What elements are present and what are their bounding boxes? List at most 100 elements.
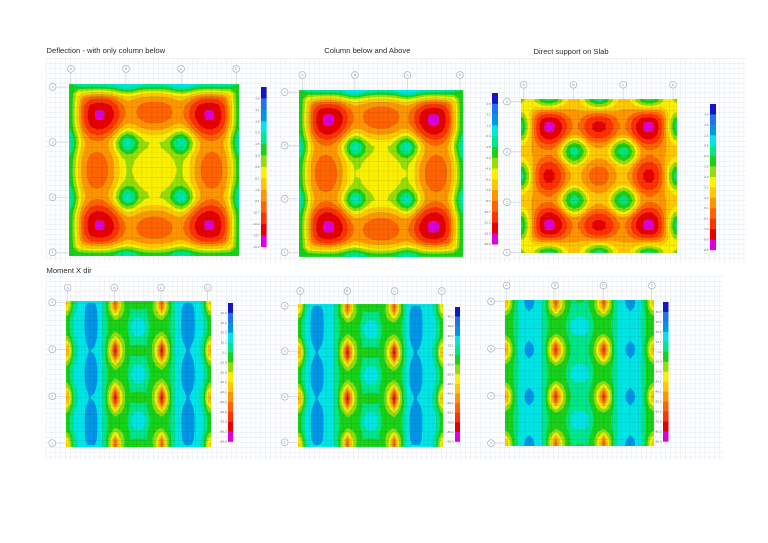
svg-text:1: 1: [51, 441, 53, 445]
svg-text:-10.7: -10.7: [483, 209, 490, 213]
svg-text:4: 4: [52, 85, 54, 89]
svg-text:-4.6: -4.6: [485, 166, 491, 170]
svg-text:-30.1: -30.1: [447, 382, 454, 386]
svg-text:D: D: [440, 289, 443, 293]
svg-text:3: 3: [284, 144, 286, 148]
svg-text:4: 4: [506, 100, 508, 104]
svg-text:2: 2: [284, 395, 286, 399]
svg-text:4.6: 4.6: [256, 97, 261, 101]
svg-text:B: B: [554, 284, 557, 288]
svg-text:-40.1: -40.1: [655, 390, 662, 394]
svg-text:-13.7: -13.7: [483, 231, 490, 235]
svg-text:-80.3: -80.3: [220, 430, 227, 434]
svg-text:0.1: 0.1: [222, 351, 227, 355]
svg-text:4: 4: [284, 90, 286, 94]
svg-text:B: B: [354, 73, 357, 77]
svg-text:2: 2: [284, 197, 286, 201]
svg-text:4.6: 4.6: [486, 101, 491, 105]
svg-text:-90.4: -90.4: [220, 440, 227, 444]
svg-text:10.1: 10.1: [656, 340, 662, 344]
svg-text:30.2: 30.2: [656, 320, 662, 324]
svg-text:-4.6: -4.6: [255, 165, 261, 169]
svg-text:D: D: [650, 284, 653, 288]
svg-text:-0.4: -0.4: [703, 154, 709, 158]
svg-text:-6.1: -6.1: [485, 177, 491, 181]
svg-text:3: 3: [506, 150, 508, 154]
svg-text:A: A: [70, 67, 73, 71]
svg-text:-7.6: -7.6: [255, 188, 261, 192]
svg-text:-12.2: -12.2: [483, 220, 490, 224]
svg-text:-8.0: -8.0: [703, 237, 709, 241]
svg-text:-1.5: -1.5: [485, 145, 491, 149]
svg-text:D: D: [206, 286, 209, 290]
svg-text:1: 1: [284, 251, 286, 255]
svg-text:-2.3: -2.3: [703, 175, 709, 179]
svg-text:-40.1: -40.1: [447, 391, 454, 395]
svg-text:40.3: 40.3: [656, 310, 662, 314]
svg-text:-10.7: -10.7: [253, 211, 260, 215]
svg-text:10.1: 10.1: [221, 341, 227, 345]
svg-text:B: B: [125, 67, 128, 71]
svg-text:2: 2: [51, 394, 53, 398]
svg-text:4: 4: [490, 300, 492, 304]
svg-text:2: 2: [52, 195, 54, 199]
svg-text:3.1: 3.1: [486, 112, 491, 116]
svg-text:-13.7: -13.7: [253, 234, 260, 238]
svg-text:C: C: [406, 73, 409, 77]
svg-text:-10.0: -10.0: [447, 362, 454, 366]
svg-text:-50.2: -50.2: [655, 400, 662, 404]
svg-text:20.2: 20.2: [221, 331, 227, 335]
svg-text:-80.3: -80.3: [447, 430, 454, 434]
svg-text:2: 2: [490, 394, 492, 398]
svg-text:40.3: 40.3: [221, 311, 227, 315]
svg-text:0.6: 0.6: [704, 143, 709, 147]
svg-text:B: B: [113, 286, 116, 290]
svg-text:-50.2: -50.2: [220, 400, 227, 404]
svg-text:-20.0: -20.0: [220, 371, 227, 375]
svg-text:-1.5: -1.5: [255, 143, 261, 147]
svg-text:D: D: [235, 67, 238, 71]
svg-text:C: C: [160, 286, 163, 290]
svg-text:-70.3: -70.3: [655, 419, 662, 423]
svg-text:C: C: [180, 67, 183, 71]
svg-text:1: 1: [52, 251, 54, 255]
svg-text:2.5: 2.5: [704, 123, 709, 127]
svg-text:1: 1: [490, 441, 492, 445]
svg-text:0.0: 0.0: [256, 131, 261, 135]
svg-text:-30.1: -30.1: [220, 381, 227, 385]
svg-text:-12.2: -12.2: [253, 222, 260, 226]
svg-text:40.3: 40.3: [448, 314, 454, 318]
svg-text:A: A: [299, 289, 302, 293]
svg-text:3: 3: [51, 348, 53, 352]
svg-text:4: 4: [284, 304, 286, 308]
svg-text:3: 3: [490, 347, 492, 351]
svg-text:-80.3: -80.3: [655, 429, 662, 433]
svg-text:3.1: 3.1: [256, 108, 261, 112]
svg-text:B: B: [572, 83, 575, 87]
svg-text:-20.0: -20.0: [655, 370, 662, 374]
svg-text:-60.2: -60.2: [655, 410, 662, 414]
svg-text:1: 1: [284, 440, 286, 444]
svg-text:3: 3: [52, 140, 54, 144]
svg-text:A: A: [66, 286, 69, 290]
svg-text:-90.4: -90.4: [447, 439, 454, 443]
svg-text:-10.0: -10.0: [655, 360, 662, 364]
svg-text:-3.0: -3.0: [255, 154, 261, 158]
svg-text:10.1: 10.1: [448, 343, 454, 347]
svg-text:-70.3: -70.3: [220, 420, 227, 424]
svg-text:1: 1: [506, 251, 508, 255]
svg-text:D: D: [459, 73, 462, 77]
svg-text:-7.6: -7.6: [485, 188, 491, 192]
svg-text:-60.2: -60.2: [447, 410, 454, 414]
svg-text:0.1: 0.1: [658, 350, 663, 354]
svg-text:-90.4: -90.4: [655, 439, 662, 443]
svg-text:C: C: [602, 284, 605, 288]
svg-text:30.2: 30.2: [221, 321, 227, 325]
svg-text:4: 4: [51, 301, 53, 305]
svg-text:C: C: [622, 83, 625, 87]
svg-text:0.1: 0.1: [449, 353, 454, 357]
svg-text:A: A: [301, 73, 304, 77]
svg-text:-50.2: -50.2: [447, 401, 454, 405]
svg-text:1.5: 1.5: [256, 120, 261, 124]
svg-text:D: D: [672, 83, 675, 87]
